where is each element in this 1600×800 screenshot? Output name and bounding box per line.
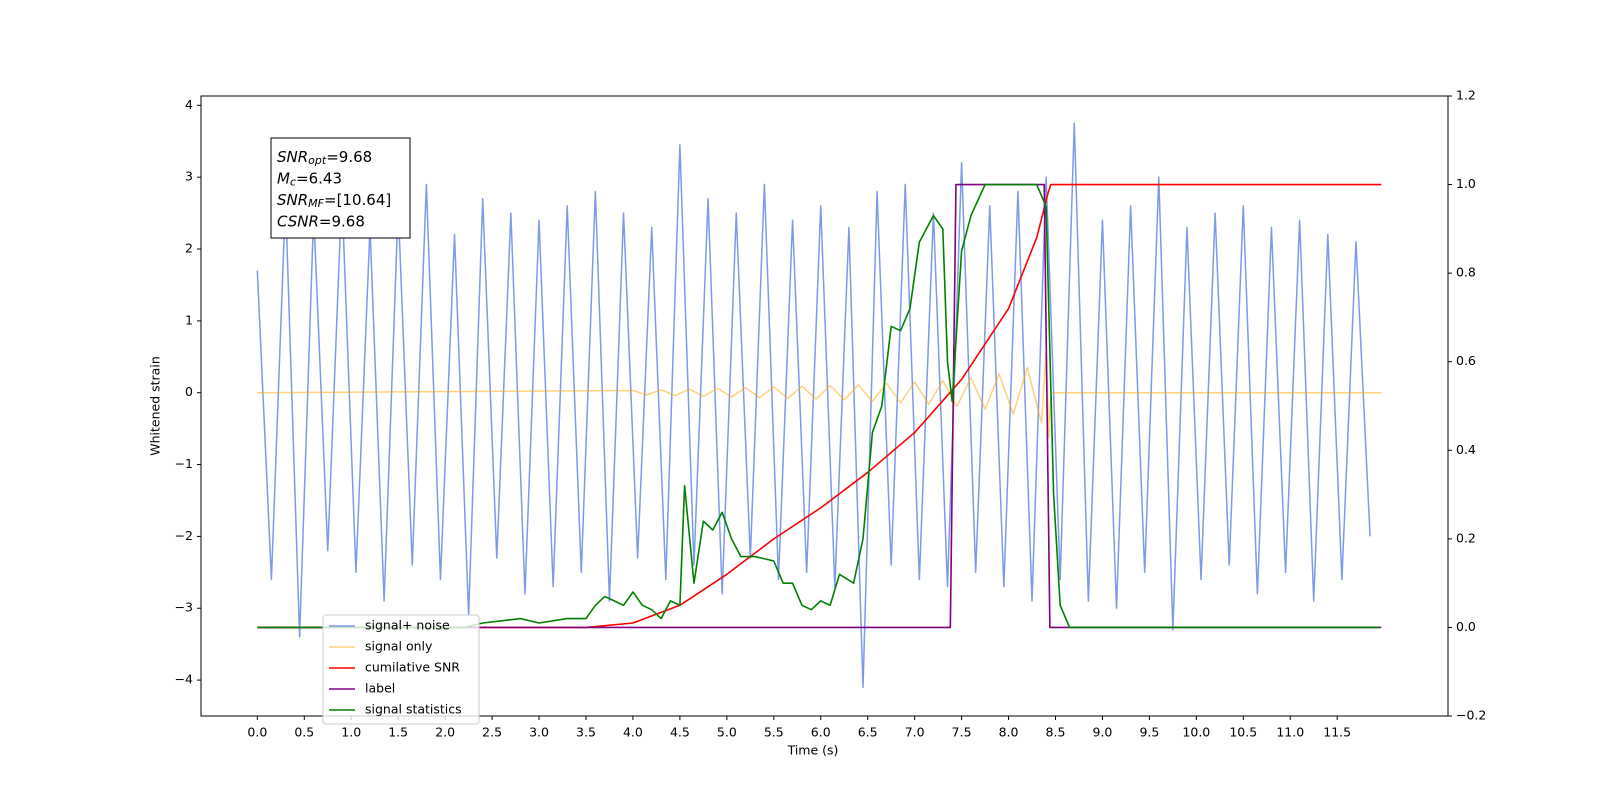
y-tick-label: 0: [185, 384, 193, 399]
annotation-symbol: SNR: [277, 191, 308, 209]
series-line: [256, 122, 1371, 689]
x-tick-label: 10.0: [1182, 725, 1210, 740]
y-tick-label: −1: [175, 456, 193, 471]
x-axis-label: Time (s): [787, 743, 839, 758]
y2-tick-label: 0.4: [1456, 442, 1476, 457]
y-tick-label: 3: [185, 169, 193, 184]
legend-label: signal+ noise: [365, 618, 450, 633]
annotation-value: =[10.64]: [324, 191, 391, 209]
x-tick-label: 6.0: [811, 725, 831, 740]
y2-tick-label: 0.0: [1456, 619, 1476, 634]
annotation-value: =9.68: [326, 148, 372, 166]
y-tick-label: 4: [185, 97, 193, 112]
x-tick-label: 0.5: [294, 725, 314, 740]
y-tick-label: −4: [175, 672, 193, 687]
y-tick-label: −3: [175, 600, 193, 615]
y-tick-label: 2: [185, 241, 193, 256]
x-tick-label: 1.5: [388, 725, 408, 740]
legend: signal+ noise signal only cumilative SNR la…: [322, 614, 480, 725]
y2-tick-label: 0.8: [1456, 265, 1476, 280]
y2-tick-label: 1.2: [1456, 88, 1476, 103]
annotation-symbol: M: [277, 169, 290, 187]
annotation-subscript: opt: [308, 154, 327, 167]
annotation-line: SNRopt=9.68: [277, 148, 372, 168]
legend-label: signal statistics: [365, 702, 462, 717]
x-tick-label: 5.0: [717, 725, 737, 740]
x-tick-label: 9.0: [1093, 725, 1113, 740]
legend-label: label: [365, 681, 395, 696]
legend-box: [322, 614, 480, 725]
series-line: [257, 183, 1380, 629]
legend-label: signal only: [365, 639, 433, 654]
x-tick-label: 10.5: [1229, 725, 1257, 740]
annotation-symbol: CSNR: [277, 212, 319, 230]
annotation-subscript: c: [290, 176, 296, 189]
x-tick-label: 4.0: [623, 725, 643, 740]
legend-label: cumilative SNR: [365, 660, 460, 675]
x-tick-label: 3.0: [529, 725, 549, 740]
y2-tick-label: −0.2: [1456, 708, 1486, 723]
annotation-line: SNRMF=[10.64]: [277, 191, 391, 211]
x-tick-label: 8.0: [999, 725, 1019, 740]
x-tick-label: 5.5: [764, 725, 784, 740]
annotation-value: =6.43: [296, 169, 342, 187]
x-tick-label: 8.5: [1046, 725, 1066, 740]
x-tick-label: 1.0: [341, 725, 361, 740]
annotation-line: Mc=6.43: [277, 169, 342, 189]
annotation-symbol: SNR: [277, 148, 308, 166]
y-tick-label: −2: [175, 528, 193, 543]
plot-frame: [200, 95, 1449, 717]
y2-tick-label: 0.2: [1456, 530, 1476, 545]
x-tick-label: 3.5: [576, 725, 596, 740]
x-tick-label: 9.5: [1139, 725, 1159, 740]
series-line: [257, 352, 1382, 438]
x-tick-label: 2.5: [482, 725, 502, 740]
x-tick-label: 0.0: [247, 725, 267, 740]
x-tick-label: 4.5: [670, 725, 690, 740]
annotation-box: [270, 137, 411, 239]
x-tick-label: 6.5: [858, 725, 878, 740]
x-tick-label: 2.0: [435, 725, 455, 740]
annotation-line: CSNR=9.68: [277, 212, 365, 230]
x-tick-label: 11.5: [1323, 725, 1351, 740]
y2-tick-label: 1.0: [1456, 176, 1476, 191]
x-tick-label: 11.0: [1276, 725, 1304, 740]
annotation-value: =9.68: [319, 212, 365, 230]
y2-tick-label: 0.6: [1456, 353, 1476, 368]
annotation-subscript: MF: [308, 197, 324, 210]
y-tick-label: 1: [185, 312, 193, 327]
x-tick-label: 7.0: [905, 725, 925, 740]
y-axis-label: Whitened strain: [148, 356, 163, 455]
x-tick-label: 7.5: [952, 725, 972, 740]
